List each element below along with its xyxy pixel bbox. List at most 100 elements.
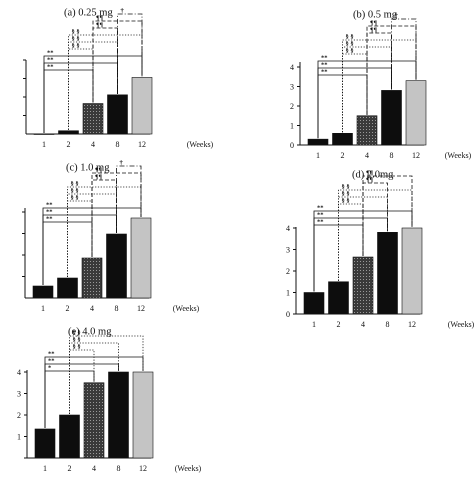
significance-label: ** [321,55,328,62]
significance-label: ** [321,69,328,76]
significance-bracket [313,217,388,292]
significance-label: ¶¶ [366,170,374,177]
x-tick-label: 1 [43,464,47,473]
x-tick-label: 12 [137,304,145,313]
x-tick-label: 2 [337,320,341,329]
y-tick-label: 1 [290,122,294,131]
y-tick-label: 3 [17,390,21,399]
significance-label: § § [342,198,350,205]
x-tick-label: 4 [92,464,96,473]
significance-bracket [92,20,143,103]
significance-label: § § [346,41,354,48]
y-tick-label: 4 [290,63,294,72]
significance-bracket [117,13,143,94]
bar-2 [328,281,349,315]
significance-label: * [48,365,51,372]
significance-bracket [342,53,368,133]
significance-label: ¶¶ [366,177,374,184]
significance-label: § § [72,36,80,43]
significance-label: § § [73,337,81,344]
y-tick-label: 0 [286,310,290,319]
bar-1 [32,285,54,299]
significance-label: § § [72,29,80,36]
significance-label: § § [71,195,79,202]
significance-label: ¶¶ [95,167,103,174]
x-tick-label: 8 [115,304,119,313]
significance-bracket [342,39,417,133]
significance-label: § § [71,181,79,188]
x-tick-label: 4 [90,304,94,313]
bar-2 [57,277,78,299]
significance-label: ** [46,216,53,223]
significance-label: ** [47,64,54,71]
bar-4 [352,256,374,315]
chart-panel: (a) 0.25 mg1 2 4 8 12 (Weeks)†¶¶¶¶§ §§ §§ §**… [23,7,214,149]
bar-12 [401,227,423,315]
significance-bracket [67,193,117,277]
significance-label: ** [317,212,324,219]
significance-label: † [121,8,125,15]
x-unit-label: (Weeks) [448,320,474,329]
significance-label: † [395,13,399,20]
x-tick-label: 1 [42,140,46,149]
y-tick-label: 3 [290,83,294,92]
significance-label: ¶¶ [370,20,378,27]
x-tick-label: 4 [91,140,95,149]
significance-bracket [42,214,117,285]
bar-2 [58,130,79,135]
x-tick-label: 12 [138,140,146,149]
y-tick-label: 4 [286,224,290,233]
significance-label: ** [48,351,55,358]
significance-bracket [69,335,144,414]
x-tick-label: 12 [412,151,420,160]
x-unit-label: (Weeks) [445,151,472,160]
significance-label: ** [317,205,324,212]
y-tick-label: 1 [286,289,290,298]
x-tick-label: 4 [361,320,365,329]
y-tick-label: 3 [286,246,290,255]
x-tick-label: 2 [341,151,345,160]
panel-title: (b) 0.5 mg [353,9,398,20]
significance-label: ** [46,202,53,209]
bar-8 [377,232,398,315]
bar-2 [59,414,80,459]
x-tick-label: 1 [41,304,45,313]
x-tick-label: 8 [390,151,394,160]
panel-title: (a) 0.25 mg [64,7,113,18]
y-tick-label: 2 [17,411,21,420]
bar-8 [381,90,402,146]
significance-label: ¶¶ [96,15,104,22]
significance-label: ** [46,209,53,216]
y-tick-label: 0 [290,141,294,150]
significance-label: § § [73,344,81,351]
panel-title: (d) 2.0mg [352,169,394,180]
x-tick-label: 4 [365,151,369,160]
bar-2 [332,133,353,146]
significance-bracket [69,349,95,414]
x-unit-label: (Weeks) [173,304,200,313]
significance-label: ** [321,62,328,69]
significance-label: ** [47,57,54,64]
significance-label: † [120,160,124,167]
bar-8 [106,233,127,299]
significance-label: § § [72,43,80,50]
significance-bracket [317,74,368,139]
significance-label: § § [342,184,350,191]
significance-bracket [362,175,413,257]
chart-panel: (c) 1.0 mg1 2 4 8 12 (Weeks)†¶¶¶¶§ §§ §§ §***… [22,160,200,313]
bar-8 [107,94,128,135]
significance-bracket [69,342,119,414]
y-tick-label: 2 [286,267,290,276]
bar-12 [131,77,153,135]
x-tick-label: 8 [117,464,121,473]
significance-bracket [44,370,95,428]
x-tick-label: 12 [139,464,147,473]
panel-title: (e) 4.0 mg [68,326,112,337]
x-unit-label: (Weeks) [175,464,202,473]
bar-12 [405,80,427,146]
x-tick-label: 2 [66,304,70,313]
